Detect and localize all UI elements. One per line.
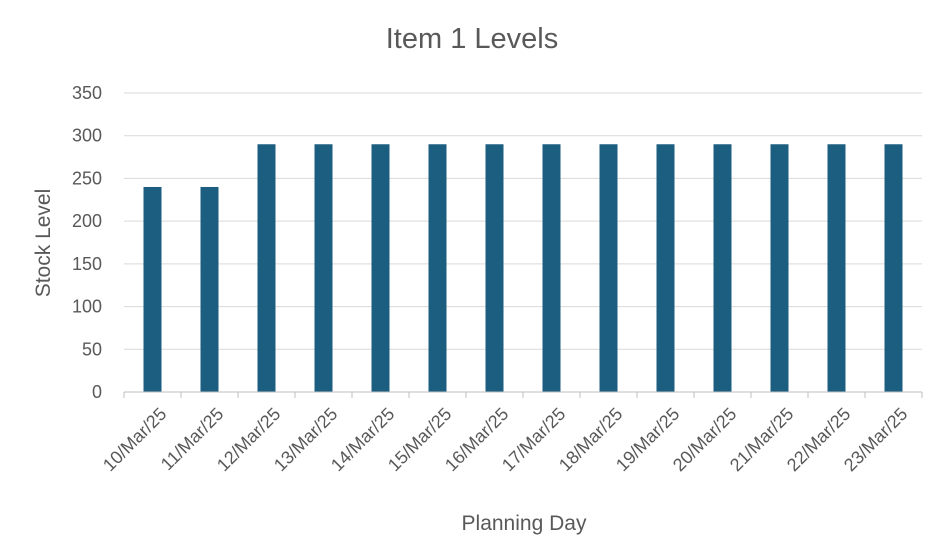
bars (143, 144, 903, 392)
bar (371, 144, 390, 392)
y-tick-label: 0 (92, 382, 102, 402)
y-axis-title: Stock Level (32, 189, 55, 298)
y-tick-label: 150 (72, 254, 102, 274)
bar (314, 144, 333, 392)
y-tick-label: 250 (72, 168, 102, 188)
bar (143, 186, 162, 392)
x-axis-title: Planning Day (462, 512, 587, 535)
bar (713, 144, 732, 392)
bar (770, 144, 789, 392)
bar (428, 144, 447, 392)
y-tick-label: 100 (72, 297, 102, 317)
bar (257, 144, 276, 392)
bar (884, 144, 903, 392)
y-tick-label: 50 (82, 339, 102, 359)
bar (827, 144, 846, 392)
bar (656, 144, 675, 392)
bar (599, 144, 618, 392)
y-tick-label: 350 (72, 83, 102, 103)
x-tick-labels: 10/Mar/2511/Mar/2512/Mar/2513/Mar/2514/M… (99, 392, 923, 475)
bar (542, 144, 561, 392)
y-tick-labels: 0 50 100 150 200 250 300 350 (72, 83, 102, 402)
bar (200, 186, 219, 392)
bar (485, 144, 504, 392)
chart-title: Item 1 Levels (386, 23, 558, 55)
gridlines (124, 92, 922, 350)
y-tick-label: 200 (72, 211, 102, 231)
x-tick-label: 10/Mar/25 (99, 404, 170, 475)
y-tick-label: 300 (72, 126, 102, 146)
